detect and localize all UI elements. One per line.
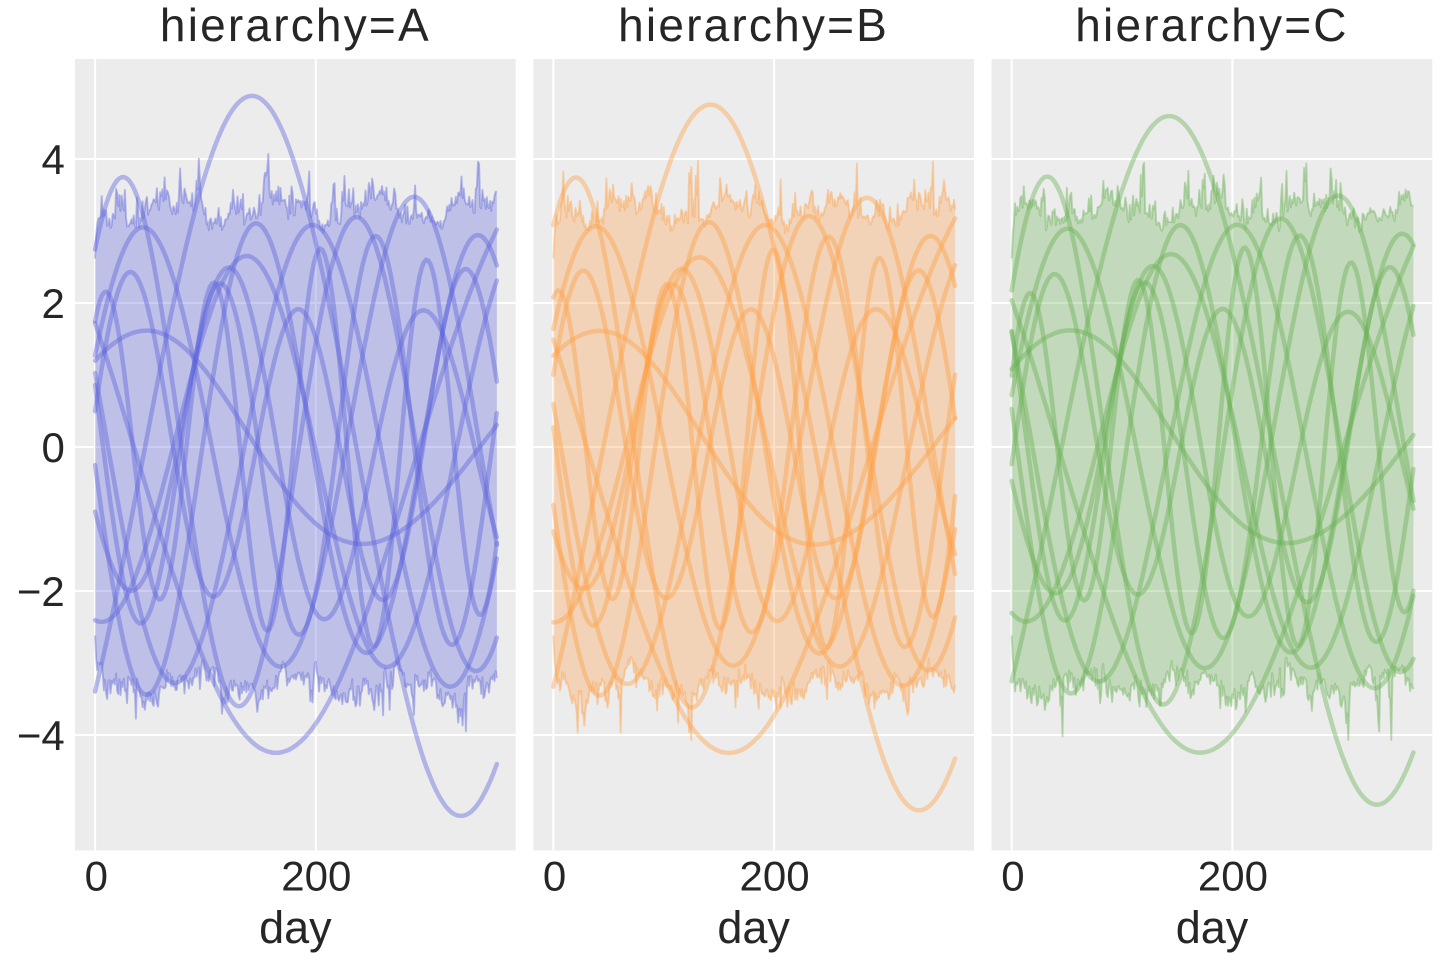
svg-text:hierarchy=B: hierarchy=B (618, 0, 889, 51)
svg-text:hierarchy=A: hierarchy=A (160, 0, 431, 51)
svg-text:0: 0 (1001, 853, 1024, 900)
svg-text:2: 2 (41, 280, 64, 327)
svg-text:hierarchy=C: hierarchy=C (1075, 0, 1348, 51)
svg-text:200: 200 (281, 853, 351, 900)
svg-text:−4: −4 (17, 712, 65, 759)
svg-text:200: 200 (740, 853, 810, 900)
svg-text:200: 200 (1198, 853, 1268, 900)
svg-text:day: day (717, 902, 790, 953)
svg-text:day: day (1176, 902, 1249, 953)
svg-text:day: day (259, 902, 332, 953)
svg-text:0: 0 (543, 853, 566, 900)
svg-text:−2: −2 (17, 568, 65, 615)
svg-text:0: 0 (85, 853, 108, 900)
svg-text:4: 4 (41, 136, 64, 183)
svg-text:0: 0 (41, 424, 64, 471)
